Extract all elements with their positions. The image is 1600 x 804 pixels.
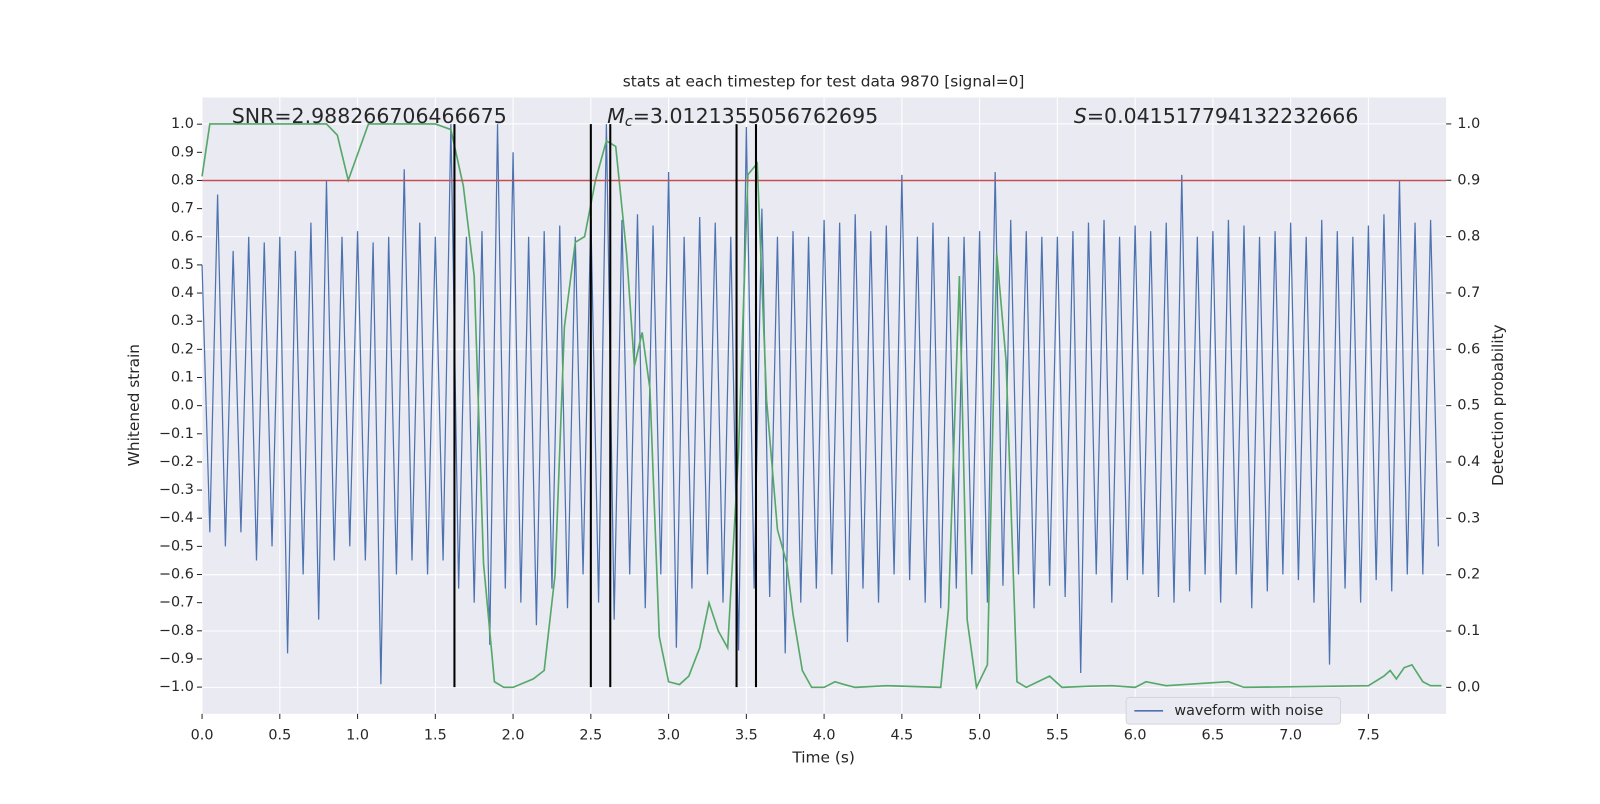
legend-label: waveform with noise: [1174, 703, 1323, 719]
x-tick-label: 6.5: [1201, 727, 1224, 743]
x-tick-label: 7.5: [1357, 727, 1380, 743]
y2-tick-label: 0.6: [1457, 341, 1480, 357]
y-tick-label: −0.5: [159, 538, 194, 554]
annotation-text: =3.0121355056762695: [633, 104, 878, 128]
x-tick-label: 1.5: [424, 727, 447, 743]
y2-tick-label: 0.3: [1457, 510, 1480, 526]
y-tick-label: −0.1: [159, 426, 194, 442]
y-tick-label: 0.7: [171, 201, 194, 217]
y2-tick-label: 0.1: [1457, 623, 1480, 639]
annotation: S=0.041517794132232666: [1074, 104, 1359, 128]
y-tick-label: 0.5: [171, 257, 194, 273]
y-tick-label: −0.9: [159, 651, 194, 667]
annotation-text: =0.041517794132232666: [1087, 104, 1359, 128]
x-tick-label: 4.0: [813, 727, 836, 743]
y-tick-label: 0.6: [171, 229, 194, 245]
x-tick-label: 5.0: [968, 727, 991, 743]
y-tick-label: 0.9: [171, 144, 194, 160]
annotation-subscript: c: [625, 114, 633, 130]
y-tick-label: 0.1: [171, 369, 194, 385]
y-tick-label: −0.8: [159, 623, 194, 639]
y-tick-label: 0.0: [171, 398, 194, 414]
x-tick-label: 1.0: [346, 727, 369, 743]
y2-tick-label: 0.4: [1457, 454, 1480, 470]
annotation-symbol: M: [607, 104, 625, 128]
y2-tick-label: 1.0: [1457, 116, 1480, 132]
y-tick-label: −0.6: [159, 567, 194, 583]
y2-tick-label: 0.8: [1457, 229, 1480, 245]
grid: [201, 97, 1447, 714]
x-tick-label: 6.0: [1124, 727, 1147, 743]
series-line: [201, 124, 1439, 685]
x-tick-label: 0.5: [268, 727, 291, 743]
y-tick-label: −0.7: [159, 595, 194, 611]
y-tick-label: −0.3: [159, 482, 194, 498]
x-tick-label: 3.0: [657, 727, 680, 743]
y2-axis-label: Detection probability: [1489, 324, 1507, 486]
y-tick-label: 0.3: [171, 313, 194, 329]
legend-box: [1125, 696, 1342, 725]
y-tick-label: −0.2: [159, 454, 194, 470]
y-tick-label: 0.8: [171, 172, 194, 188]
marks: [201, 123, 1447, 691]
y2-tick-label: 0.9: [1457, 172, 1480, 188]
x-tick-label: 5.5: [1046, 727, 1069, 743]
x-tick-label: 3.5: [735, 727, 758, 743]
y-tick-label: 0.4: [171, 285, 194, 301]
y2-tick-label: 0.2: [1457, 567, 1480, 583]
y-axis-label: Whitened strain: [125, 344, 143, 466]
y-tick-label: 0.2: [171, 341, 194, 357]
y-tick-label: −0.4: [159, 510, 194, 526]
annotation: SNR=2.988266706466675: [232, 104, 507, 128]
y2-tick-label: 0.7: [1457, 285, 1480, 301]
series-line: [201, 123, 1442, 691]
x-tick-label: 2.5: [579, 727, 602, 743]
annotation-text: SNR=2.988266706466675: [232, 104, 507, 128]
y-tick-label: −1.0: [159, 679, 194, 695]
chart-title: stats at each timestep for test data 987…: [623, 73, 1025, 91]
annotation: Mc=3.0121355056762695: [607, 104, 878, 130]
axes: 0.0 0.5 1.0 1.5 2.0 2.5 3.0 3.5 4.0 4.5 5.0 5.5 6.0 6…: [159, 104, 1480, 743]
y-tick-label: 1.0: [171, 116, 194, 132]
x-tick-label: 2.0: [502, 727, 525, 743]
x-tick-label: 4.5: [890, 727, 913, 743]
x-axis-label: Time (s): [791, 748, 855, 766]
y2-tick-label: 0.0: [1457, 679, 1480, 695]
y2-tick-label: 0.5: [1457, 398, 1480, 414]
x-tick-label: 0.0: [191, 727, 214, 743]
annotation-symbol: S: [1074, 104, 1087, 128]
x-tick-label: 7.0: [1279, 727, 1302, 743]
